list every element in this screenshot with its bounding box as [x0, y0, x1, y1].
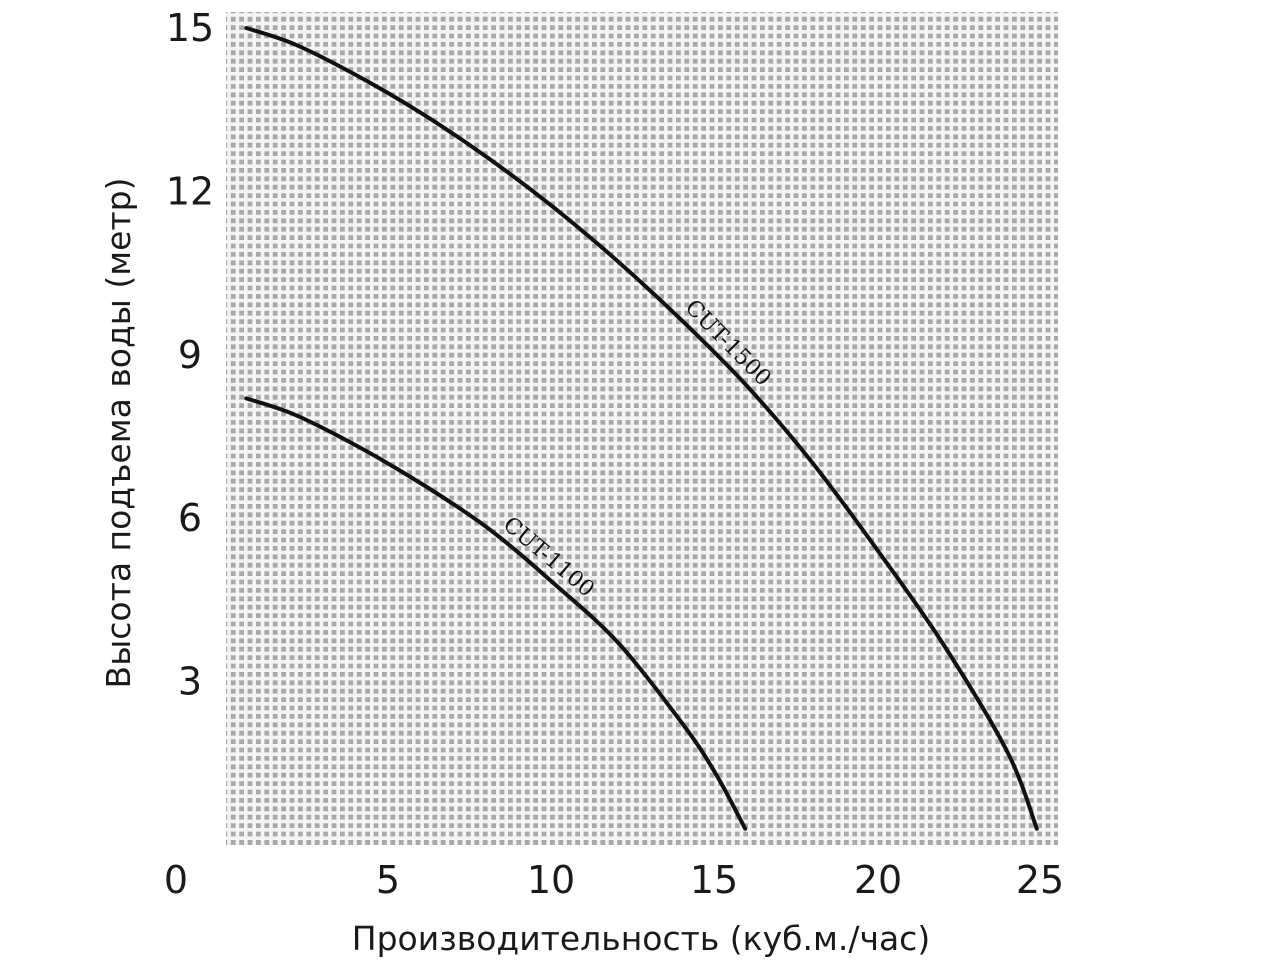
y-tick-label: 12 [166, 169, 214, 213]
y-tick-label: 15 [166, 6, 214, 50]
x-axis-ticks: 0 5 10 15 20 25 [164, 858, 1064, 902]
series-line [244, 26, 1039, 831]
x-tick-label: 5 [376, 858, 400, 902]
y-axis-ticks: 3 6 9 12 15 [166, 6, 214, 704]
y-tick-label: 6 [178, 496, 202, 540]
series-line [244, 396, 748, 831]
x-tick-label: 15 [690, 858, 738, 902]
x-tick-label: 20 [854, 858, 902, 902]
x-tick-label: 0 [164, 858, 188, 902]
x-tick-label: 10 [527, 858, 575, 902]
grid-lines [226, 12, 1058, 845]
y-tick-label: 3 [178, 660, 202, 704]
y-tick-label: 9 [178, 333, 202, 377]
x-axis-title: Производительность (куб.м./час) [352, 919, 930, 958]
y-axis-title: Высота подъема воды (метр) [99, 178, 138, 689]
x-tick-label: 25 [1016, 858, 1064, 902]
